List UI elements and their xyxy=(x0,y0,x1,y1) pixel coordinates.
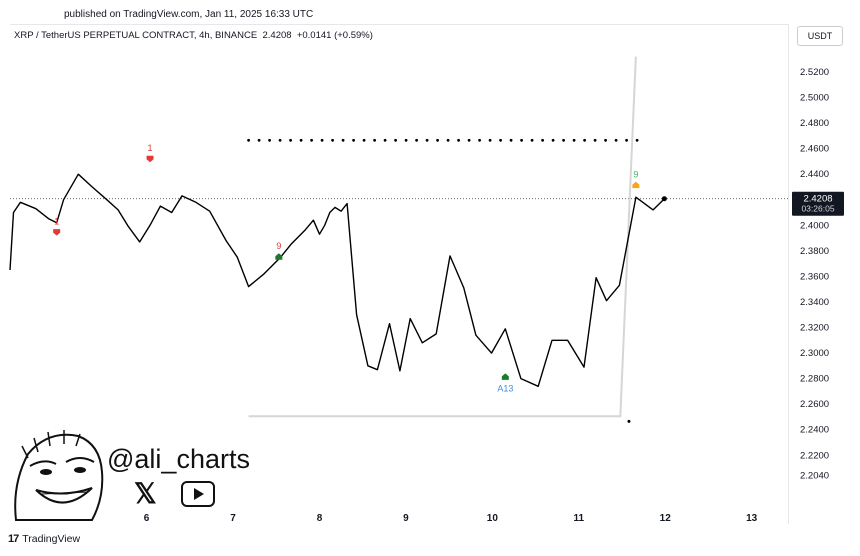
youtube-icon[interactable] xyxy=(180,481,215,507)
price-line xyxy=(9,173,665,387)
resistance-dot xyxy=(562,138,565,142)
signal-label: A13 xyxy=(497,383,513,393)
x-tick-label: 8 xyxy=(317,513,323,524)
resistance-dot xyxy=(499,138,502,142)
buy-marker xyxy=(501,373,509,380)
plot-frame xyxy=(10,24,788,525)
y-tick-label: 2.4600 xyxy=(800,144,829,155)
resistance-dot xyxy=(457,138,460,142)
price-axis-separator xyxy=(788,24,789,524)
resistance-dot xyxy=(299,138,303,142)
x-tick-label: 10 xyxy=(487,513,499,524)
buy-marker xyxy=(632,181,640,189)
resistance-dot xyxy=(415,138,418,142)
resistance-dot xyxy=(583,138,586,142)
y-tick-label: 2.2200 xyxy=(800,450,829,461)
x-tick-label: 11 xyxy=(574,513,585,524)
y-tick-label: 2.5200 xyxy=(800,67,829,78)
x-tick-label: 9 xyxy=(403,513,409,524)
resistance-dot xyxy=(362,138,366,142)
y-tick-label: 2.3000 xyxy=(800,348,829,359)
resistance-dot xyxy=(289,138,292,142)
avatar-icon xyxy=(14,430,104,521)
resistance-dot xyxy=(478,138,481,142)
resistance-dot xyxy=(425,138,429,142)
price-label-box xyxy=(792,191,844,216)
resistance-dot xyxy=(404,138,408,142)
resistance-dot xyxy=(247,138,250,142)
y-tick-label: 2.4800 xyxy=(800,118,829,129)
price-label: 2.4208 xyxy=(803,194,832,205)
symbol-price: 2.4208 xyxy=(262,30,292,41)
resistance-dot xyxy=(541,138,544,142)
resistance-dot xyxy=(331,138,334,142)
resistance-dot xyxy=(488,138,492,142)
last-price-dot xyxy=(661,196,667,202)
y-tick-label: 2.2040 xyxy=(800,471,829,482)
resistance-dot xyxy=(394,138,397,142)
x-tick-label: 12 xyxy=(660,513,672,524)
resistance-dot xyxy=(467,138,471,142)
tradingview-footer[interactable]: 17 TradingView xyxy=(8,533,80,545)
resistance-dot xyxy=(593,138,597,142)
y-tick-label: 2.3400 xyxy=(800,297,829,308)
x-icon[interactable]: 𝕏 xyxy=(134,478,157,509)
resistance-dot xyxy=(446,138,450,142)
resistance-dot xyxy=(268,138,271,142)
resistance-dot xyxy=(352,138,355,142)
signal-label: 1 xyxy=(148,143,153,153)
y-tick-label: 2.5000 xyxy=(800,93,829,104)
resistance-dot xyxy=(383,138,387,142)
resistance-dot xyxy=(635,138,639,142)
published-info: published on TradingView.com, Jan 11, 20… xyxy=(64,9,314,20)
resistance-dot xyxy=(509,138,513,142)
x-tick-label: 7 xyxy=(230,513,236,524)
resistance-dot xyxy=(320,138,324,142)
y-tick-label: 2.3800 xyxy=(800,246,829,257)
y-tick-label: 2.2800 xyxy=(800,374,829,385)
resistance-dot xyxy=(572,138,576,142)
tradingview-brand: TradingView xyxy=(22,533,81,545)
symbol-header: XRP / TetherUS PERPETUAL CONTRACT, 4h, B… xyxy=(14,30,373,41)
resistance-dot xyxy=(530,138,534,142)
x-tick-label: 13 xyxy=(746,513,758,524)
resistance-dot xyxy=(551,138,555,142)
symbol-change: +0.0141 (+0.59%) xyxy=(296,30,373,41)
social-links: 𝕏 xyxy=(134,480,215,508)
resistance-dot xyxy=(604,138,607,142)
resistance-dot xyxy=(278,138,282,142)
support-line xyxy=(248,56,637,418)
y-tick-label: 2.3200 xyxy=(800,323,829,334)
signal-label: 9 xyxy=(633,170,638,180)
currency-button[interactable]: USDT xyxy=(797,26,843,46)
resistance-dot xyxy=(257,138,261,142)
y-tick-label: 2.3600 xyxy=(800,271,829,282)
signal-label: 1 xyxy=(54,217,59,227)
resistance-dot xyxy=(373,138,376,142)
bottom-dot xyxy=(627,419,631,423)
x-tick-label: 6 xyxy=(144,513,150,524)
signal-label: 9 xyxy=(276,241,281,251)
author-handle: @ali_charts xyxy=(107,444,250,474)
buy-marker xyxy=(275,253,283,260)
resistance-dot xyxy=(614,138,618,142)
sell-marker xyxy=(53,229,61,236)
y-tick-label: 2.4400 xyxy=(800,169,829,180)
sell-marker xyxy=(146,155,154,163)
bar-countdown: 03:26:05 xyxy=(801,204,834,214)
y-tick-label: 2.4000 xyxy=(800,220,829,231)
resistance-dot xyxy=(625,138,628,142)
resistance-dot xyxy=(310,138,313,142)
resistance-dot xyxy=(436,138,439,142)
y-tick-label: 2.2600 xyxy=(800,399,829,410)
resistance-dot xyxy=(341,138,345,142)
resistance-dot xyxy=(520,138,523,142)
symbol-name: XRP / TetherUS PERPETUAL CONTRACT, 4h, B… xyxy=(14,30,258,41)
y-tick-label: 2.2400 xyxy=(800,425,829,436)
tradingview-logo-icon: 17 xyxy=(8,533,19,545)
